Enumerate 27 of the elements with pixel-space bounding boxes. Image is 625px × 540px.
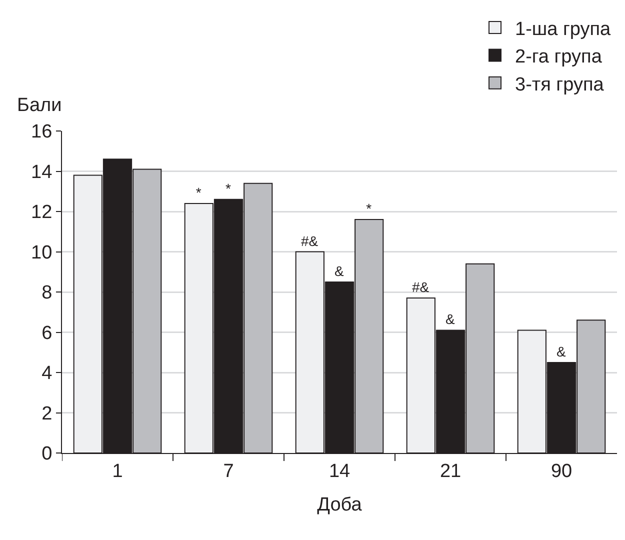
x-tick-label: 1 — [112, 460, 123, 482]
x-axis-title: Доба — [317, 494, 362, 516]
data-label: * — [226, 180, 232, 196]
data-label: & — [556, 343, 566, 360]
x-tick-label: 90 — [550, 460, 572, 482]
y-tick-label: 8 — [42, 282, 52, 304]
x-tick-label: 21 — [440, 460, 462, 482]
y-tick-label: 6 — [42, 322, 52, 344]
y-tick-label: 10 — [31, 242, 52, 264]
data-label: & — [446, 311, 456, 328]
data-label: #& — [301, 232, 319, 249]
legend-label: 3-тя група — [515, 74, 604, 96]
x-tick-label: 7 — [223, 460, 234, 482]
data-label: & — [334, 262, 344, 279]
x-tick-label: 14 — [328, 460, 350, 482]
data-label: * — [366, 200, 372, 217]
data-label: * — [196, 184, 202, 200]
y-tick-label: 0 — [42, 444, 52, 465]
legend-label: 2-га група — [515, 46, 602, 68]
legend-label: 1-ша група — [515, 18, 612, 40]
y-tick-label: 12 — [31, 202, 52, 224]
y-axis-title: Бали — [17, 95, 62, 116]
y-tick-label: 14 — [31, 162, 53, 183]
y-tick-label: 16 — [31, 122, 52, 143]
y-tick-label: 4 — [42, 363, 53, 384]
data-label: #& — [412, 279, 430, 296]
y-tick-label: 2 — [42, 403, 52, 424]
